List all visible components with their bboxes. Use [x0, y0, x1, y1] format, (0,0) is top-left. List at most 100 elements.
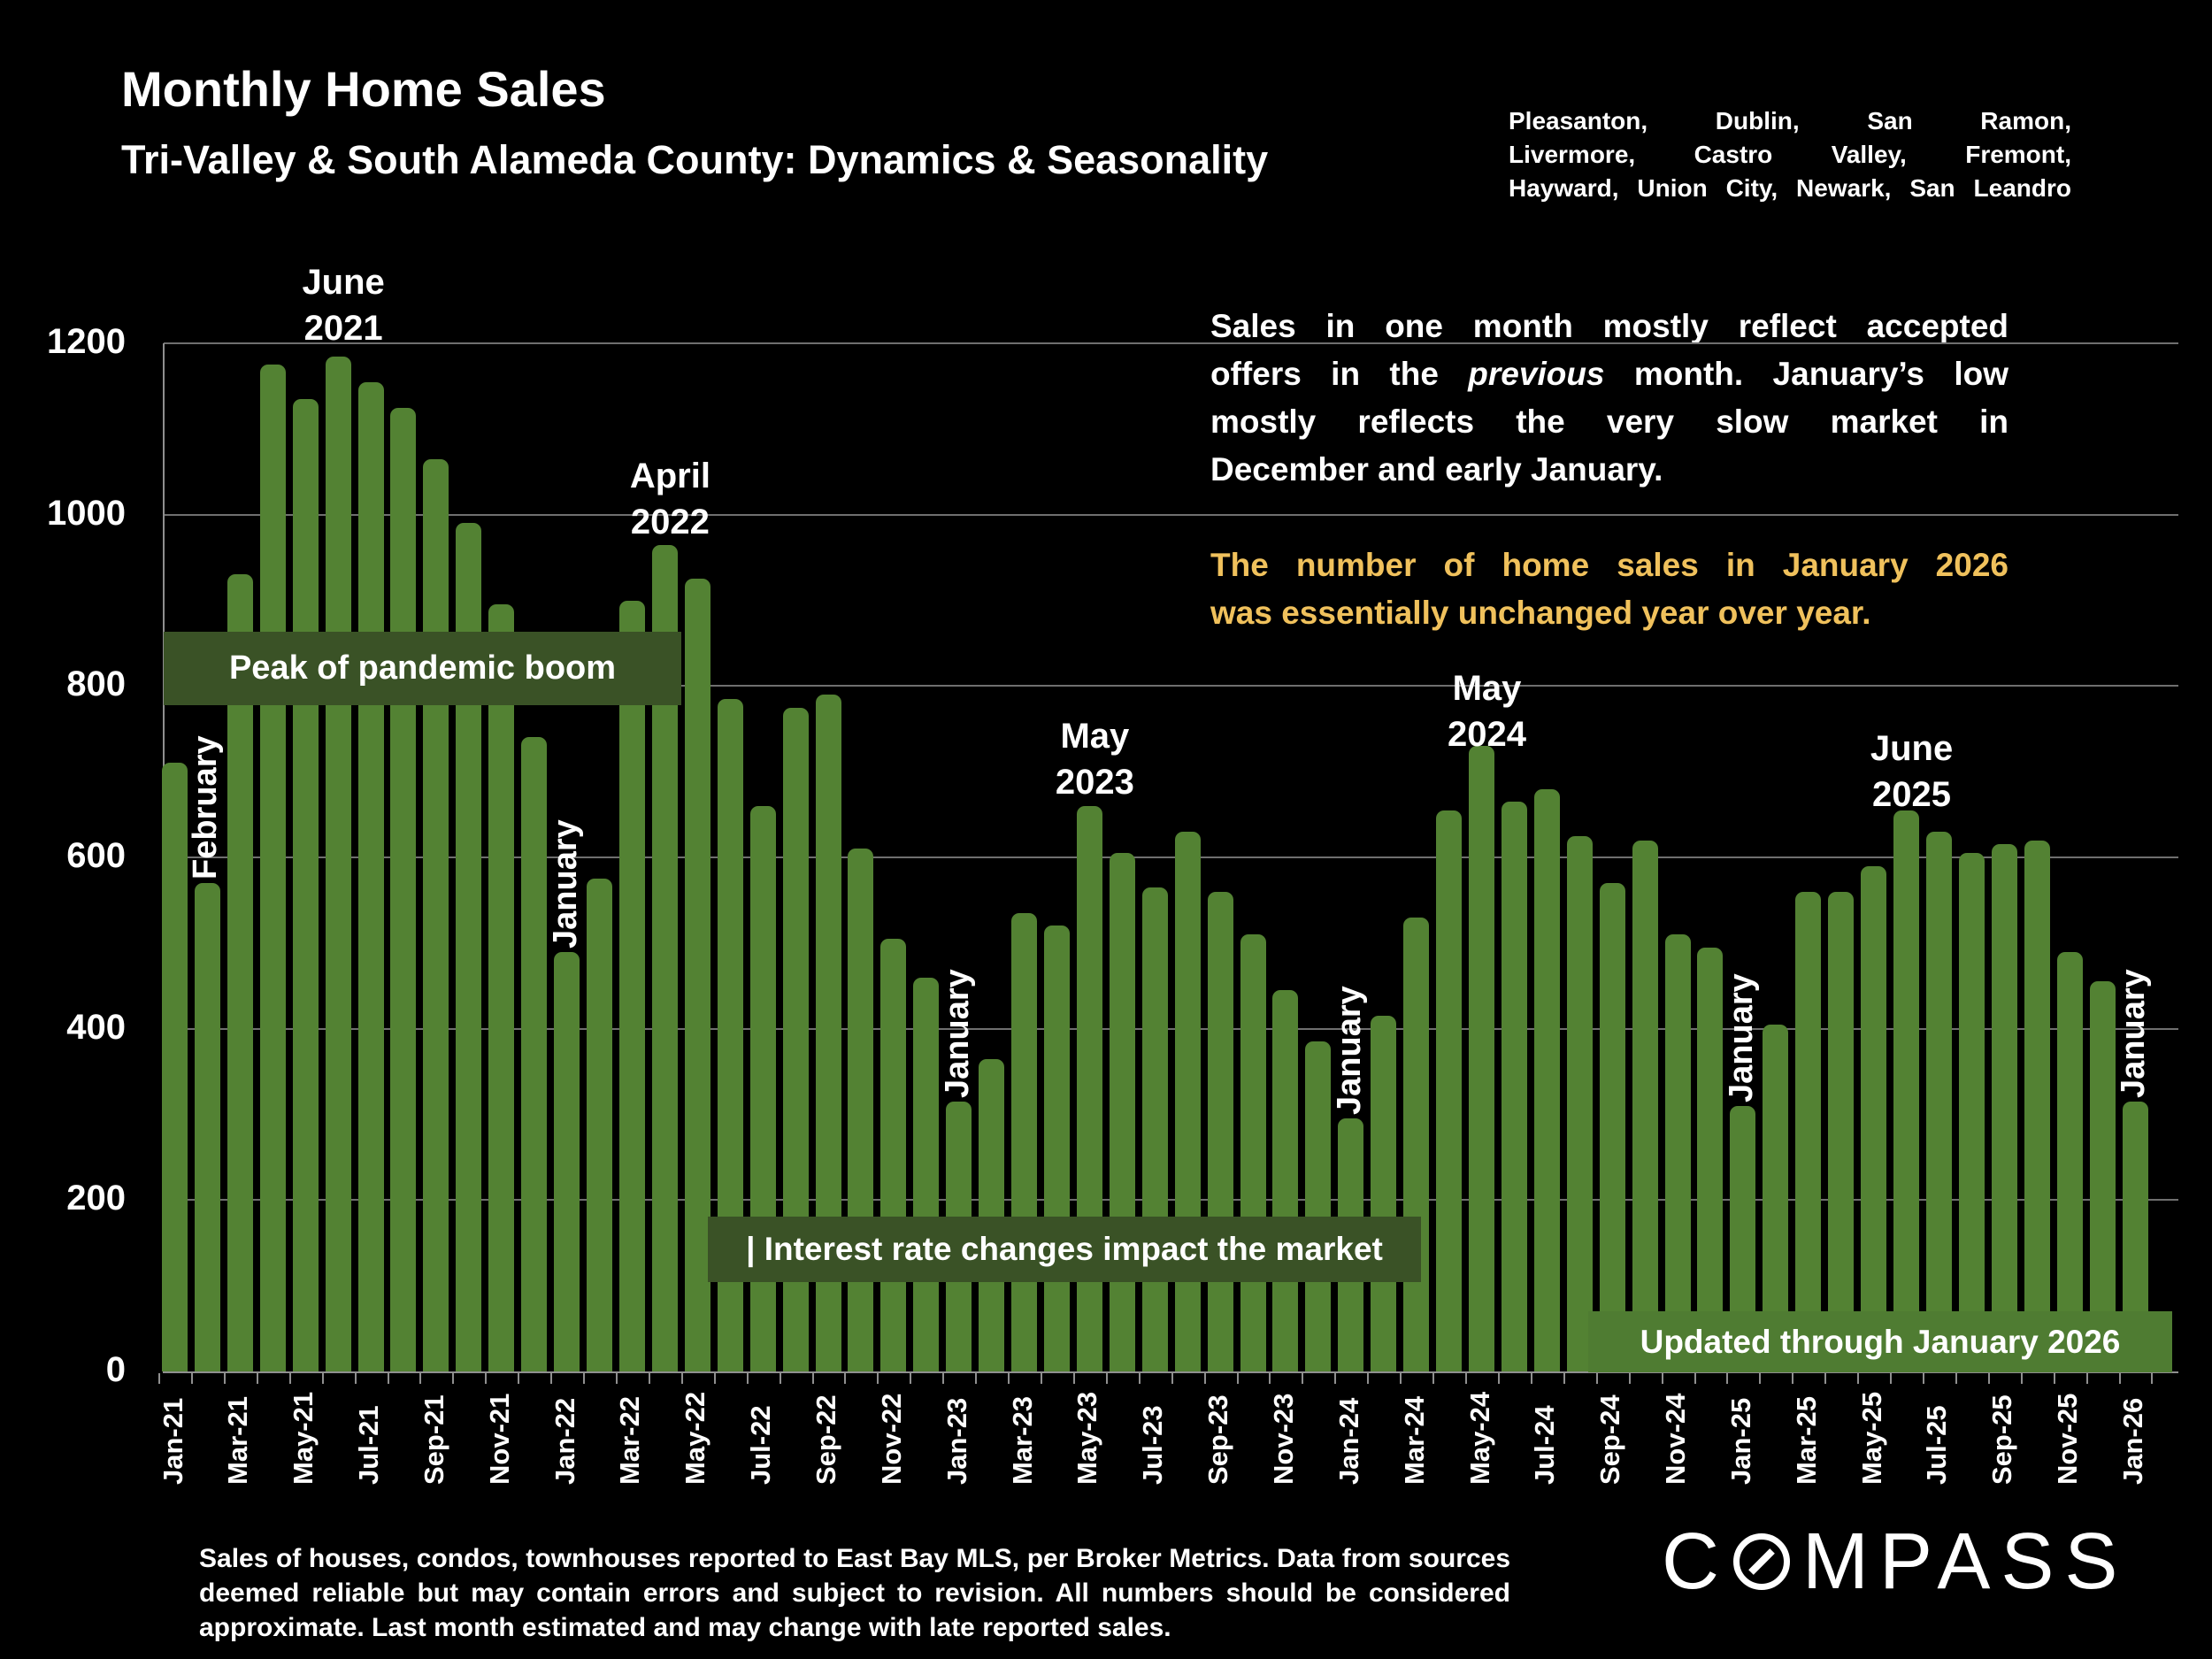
x-axis-tick [583, 1373, 586, 1384]
x-axis-month-label: Jul-21 [353, 1405, 385, 1485]
bar [848, 849, 874, 1371]
note-segment: offers in the [1210, 356, 1469, 392]
note-segment: month. January’s low [1604, 356, 2008, 392]
bar [1109, 853, 1135, 1371]
x-axis-tick [288, 1373, 291, 1384]
bar [488, 604, 515, 1371]
x-axis-tick [190, 1373, 193, 1384]
annotation-month-label: January [938, 969, 976, 1098]
banner-updated-through: Updated through January 2026 [1588, 1311, 2172, 1372]
x-axis-month-label: Sep-23 [1202, 1394, 1234, 1485]
bar [292, 398, 319, 1371]
bar [1207, 891, 1233, 1371]
bar [1043, 926, 1070, 1371]
bar [1991, 844, 2017, 1371]
annotation-callout-line: 2025 [1872, 775, 1951, 814]
annotation-callout: June 2021 [246, 259, 441, 351]
annotation-callout-line: May [1452, 669, 1522, 708]
x-axis-month-label: May-22 [680, 1391, 711, 1485]
note-line: offers in the previous month. January’s … [1210, 350, 2008, 398]
x-axis-tick [1171, 1373, 1173, 1384]
x-axis-tick [1857, 1373, 1860, 1384]
x-axis-month-label: Jan-24 [1333, 1397, 1364, 1485]
x-axis-tick [910, 1373, 912, 1384]
disclaimer: Sales of houses, condos, townhouses repo… [199, 1541, 1510, 1645]
bar [357, 381, 384, 1371]
annotation-callout: April 2022 [572, 453, 767, 545]
x-axis-tick [1824, 1373, 1827, 1384]
x-axis-month-label: Sep-21 [418, 1394, 449, 1485]
bar [194, 883, 220, 1371]
y-axis-tick-label: 400 [66, 1007, 126, 1047]
annotation-callout-line: June [302, 263, 385, 302]
bar [618, 600, 645, 1371]
bar [1664, 934, 1691, 1371]
x-axis-tick [419, 1373, 422, 1384]
annotation-callout: June 2025 [1815, 726, 2009, 818]
x-axis-tick [713, 1373, 716, 1384]
disclaimer-line: approximate. Last month estimated and ma… [199, 1613, 1171, 1642]
note-january-2026: The number of home sales in January 2026… [1210, 541, 2008, 637]
annotation-callout-line: April [629, 457, 710, 495]
annotation-callout-line: 2021 [303, 309, 383, 348]
annotation-month-label: January [546, 818, 584, 949]
x-axis-month-label: Jan-26 [2117, 1397, 2148, 1485]
bar [1371, 1016, 1397, 1371]
x-axis-tick [2151, 1373, 2154, 1384]
bar [1174, 831, 1201, 1371]
page-title: Monthly Home Sales [121, 61, 606, 117]
bar [2024, 840, 2050, 1371]
gridline [164, 856, 2178, 858]
x-axis-month-label: Mar-22 [614, 1396, 646, 1485]
x-axis-tick [942, 1373, 945, 1384]
x-axis-tick [256, 1373, 258, 1384]
bar [1566, 835, 1593, 1371]
bar [1697, 947, 1724, 1371]
x-axis-tick [1497, 1373, 1500, 1384]
x-axis-tick [615, 1373, 618, 1384]
annotation-callout-line: 2023 [1055, 763, 1134, 802]
region-line: Livermore, Castro Valley, Fremont, [1509, 141, 2071, 168]
disclaimer-line: deemed reliable but may contain errors a… [199, 1578, 1510, 1608]
x-axis-tick [1203, 1373, 1206, 1384]
x-axis-month-label: Mar-24 [1398, 1396, 1430, 1485]
x-axis-month-label: Sep-22 [810, 1394, 841, 1485]
note-line: was essentially unchanged year over year… [1210, 595, 1871, 631]
x-axis-month-label: Mar-25 [1790, 1396, 1822, 1485]
x-axis-month-label: May-21 [288, 1391, 319, 1485]
x-axis-tick [877, 1373, 879, 1384]
x-axis-tick [321, 1373, 324, 1384]
x-axis-tick [452, 1373, 455, 1384]
x-axis-month-label: Mar-23 [1006, 1396, 1038, 1485]
x-axis-month-label: May-24 [1463, 1391, 1495, 1485]
bar [880, 938, 907, 1371]
x-axis-month-label: Nov-24 [1660, 1393, 1692, 1485]
bar [325, 356, 351, 1371]
y-axis-tick-label: 600 [66, 836, 126, 875]
x-axis-tick [1236, 1373, 1239, 1384]
bar [1011, 912, 1038, 1371]
bar [1599, 883, 1625, 1371]
x-axis-tick [2053, 1373, 2055, 1384]
x-axis-tick [1302, 1373, 1304, 1384]
annotation-callout-line: May [1060, 717, 1130, 756]
x-axis-tick [1041, 1373, 1042, 1384]
x-axis-tick [1105, 1373, 1108, 1384]
x-axis-tick [1726, 1373, 1729, 1384]
x-axis-month-label: Jul-25 [1921, 1405, 1953, 1485]
x-axis-tick [1465, 1373, 1468, 1384]
x-axis-tick [1661, 1373, 1663, 1384]
bar [749, 805, 776, 1371]
note-line: December and early January. [1210, 451, 1663, 488]
x-axis-tick [1432, 1373, 1435, 1384]
x-axis-tick [1759, 1373, 1762, 1384]
bar [259, 365, 286, 1371]
bar [521, 737, 548, 1371]
bar [1925, 831, 1952, 1371]
x-axis-month-label: Jul-22 [745, 1405, 777, 1485]
y-axis-tick-label: 800 [66, 664, 126, 704]
bar [1501, 802, 1527, 1371]
logo-text: MPASS [1802, 1517, 2129, 1606]
x-axis-tick [648, 1373, 650, 1384]
